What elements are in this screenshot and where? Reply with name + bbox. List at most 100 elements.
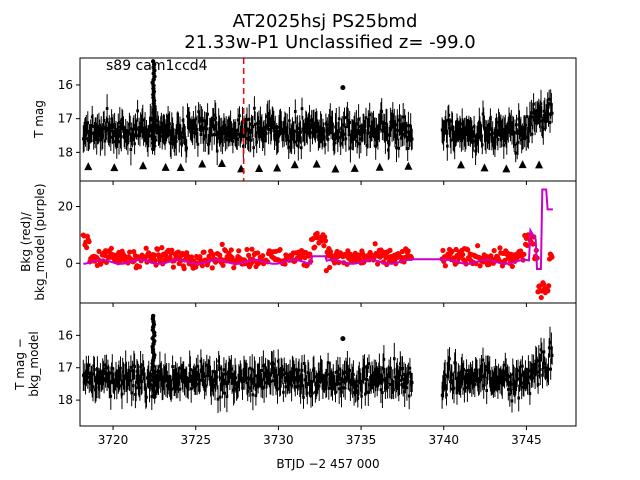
middle-ylabel-line2: bkg_model (purple) [33,183,47,300]
bottom-y-ticks: 16 17 18 [58,328,80,407]
bkg-point [201,249,207,255]
bkg-point [545,288,551,294]
top-plot-points [82,97,554,155]
bkg-point [307,251,313,257]
bot-plot-points [82,340,554,403]
bkg-point [131,249,137,255]
bkg-point [169,247,175,253]
bkg-point [375,261,381,267]
upper-limit-marker [161,162,170,171]
bkg-point [322,238,329,244]
bkg-point [521,251,527,257]
bkg-point [460,251,466,258]
bkg-point [372,241,378,247]
bkg-point [537,283,543,289]
upper-limit-marker [404,161,413,170]
bot-plot-flare-point [152,394,157,400]
bkg-point [549,254,555,260]
upper-limit-marker [198,159,207,168]
bkg-point [387,247,393,253]
upper-limit-marker [84,162,93,171]
bkg-point [314,230,320,236]
panel-top: 16 17 18 s89 cam1ccd4 T mag [32,57,577,185]
bot-plot-outlier-point [340,336,346,342]
bkg-point [114,255,120,261]
bkg-point [321,243,327,249]
bottom-xtick-label: 3730 [263,433,294,447]
upper-limit-marker [312,159,321,168]
bkg-point [442,263,448,269]
top-ytick-label: 18 [58,145,73,159]
bkg-point [465,247,471,253]
bottom-axes-frame [79,302,577,427]
bkg-model-line [83,188,553,270]
bkg-point [151,252,157,258]
bkg-point [127,249,133,255]
middle-y-ticks: 0 20 [58,200,527,307]
upper-limit-marker [331,164,340,173]
upper-limit-marker [502,164,511,173]
bkg-point [449,248,455,255]
chart-title-line2: 21.33w-P1 Unclassified z= -99.0 [184,32,475,53]
bkg-point [323,268,329,274]
bkg-point [327,264,333,271]
bkg-point [332,260,338,266]
panel-middle: 0 20 Bkg (red)/ bkg_model (purple) [19,180,577,307]
bottom-x-ticks: 3720 3725 3730 3735 3740 3745 [98,426,542,447]
bkg-point [302,255,308,261]
bkg-point [84,244,90,251]
bottom-xtick-label: 3725 [180,433,211,447]
top-y-ticks: 16 17 18 [58,78,527,185]
bkg-point [175,249,181,255]
top-plot-area [82,58,554,181]
upper-limit-marker [139,161,148,170]
bkg-point [159,245,165,251]
bkg-point [312,244,318,250]
upper-limit-marker [350,163,359,172]
middle-plot-area [80,188,555,301]
bottom-xtick-label: 3745 [511,433,542,447]
bottom-ytick-label: 16 [58,328,73,342]
bkg-point [405,248,411,254]
bkg-point [255,250,261,256]
bkg-point [236,248,242,254]
bkg-point [524,242,530,248]
middle-ytick-label: 0 [65,256,73,270]
bkg-point [155,246,161,252]
upper-limit-marker [456,160,465,169]
bkg-point [546,283,552,289]
bkg-point [197,254,203,260]
bkg-point [477,263,483,269]
bkg-point [189,254,195,260]
bottom-xtick-label: 3720 [98,433,129,447]
bkg-point [497,245,503,251]
bkg-point [541,282,547,288]
upper-limit-marker [273,163,282,172]
upper-limit-marker [290,160,299,169]
chart-title-line1: AT2025hsj PS25bmd [233,11,418,32]
top-ytick-label: 16 [58,78,73,92]
bkg-point [210,251,216,258]
bkg-point [96,248,102,254]
bkg-point [475,243,481,249]
bkg-point [509,263,515,269]
upper-limit-marker [518,160,527,169]
bkg-point [181,266,187,272]
bottom-ylabel-line1: T mag − [13,338,27,391]
upper-limit-marker [480,163,489,172]
bottom-ytick-label: 17 [58,361,73,375]
bkg-point [277,246,283,253]
sector-annotation: s89 cam1ccd4 [106,58,208,74]
bkg-point [170,264,177,270]
bkg-point [228,247,234,253]
upper-limit-marker [255,163,264,172]
bkg-point [220,262,226,268]
bkg-point [231,265,237,271]
upper-limit-marker [176,162,185,171]
top-ylabel: T mag [32,100,46,139]
upper-limit-marker [375,162,384,171]
middle-ytick-label: 20 [58,200,73,214]
bkg-point [209,265,215,271]
